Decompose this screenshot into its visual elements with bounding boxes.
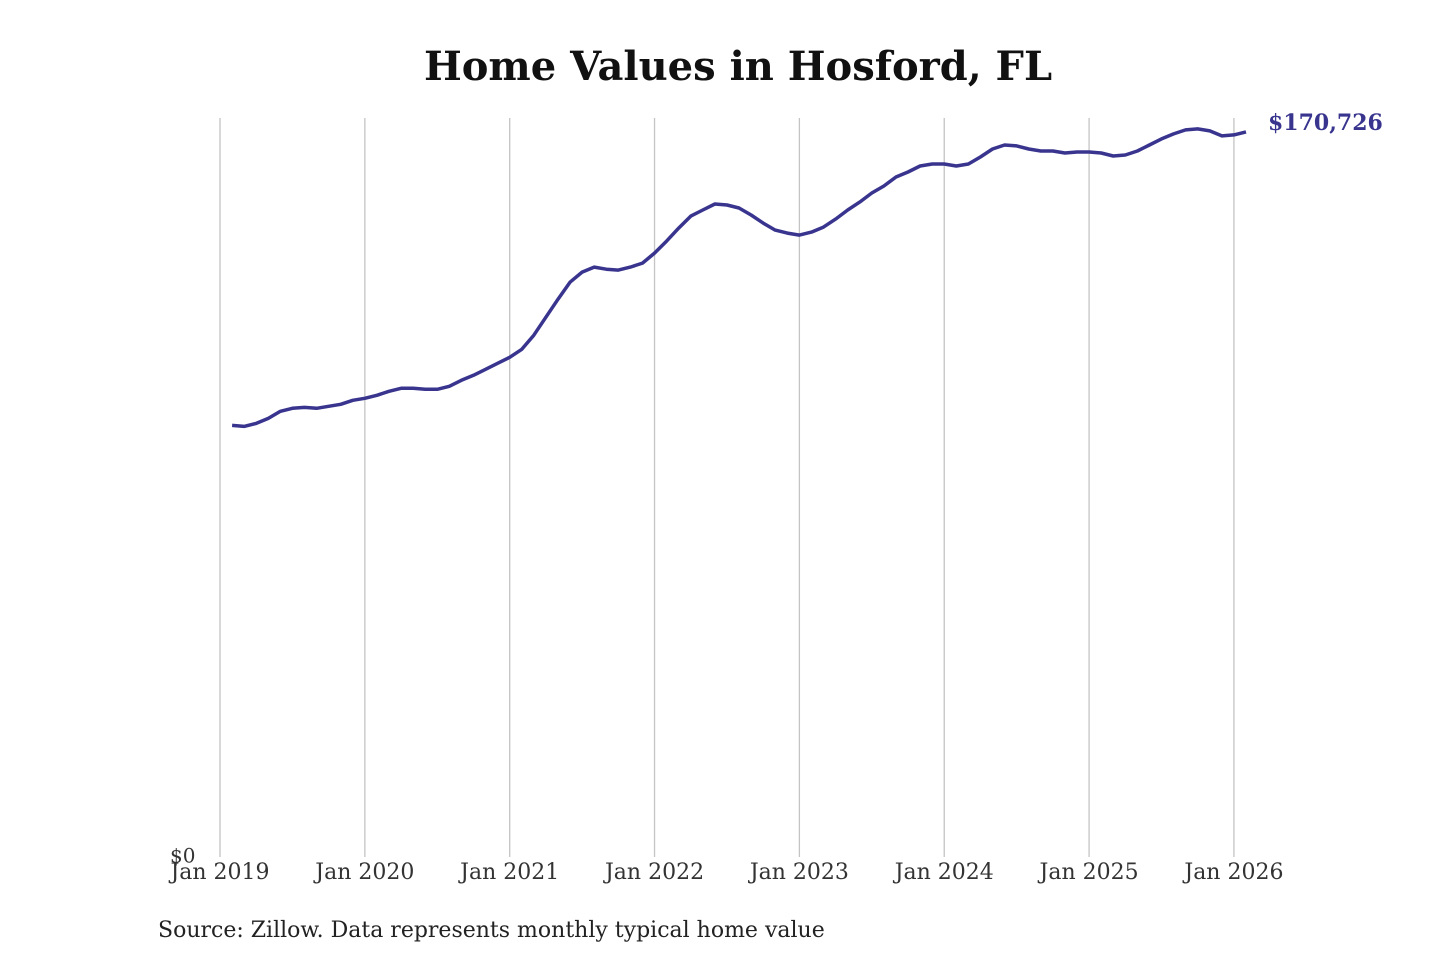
- x-tick-label: Jan 2023: [748, 860, 849, 885]
- x-tick-label: Jan 2020: [313, 860, 414, 885]
- line: [231, 127, 1247, 429]
- x-tick-label: Jan 2019: [168, 860, 269, 885]
- x-tick-label: Jan 2022: [603, 860, 704, 885]
- x-tick-label: Jan 2024: [893, 860, 994, 885]
- y-tick-label: $0: [170, 844, 195, 868]
- source-note: Source: Zillow. Data represents monthly …: [158, 918, 825, 943]
- chart-title: Home Values in Hosford, FL: [424, 43, 1052, 90]
- value-label: $170,726: [1268, 110, 1383, 136]
- x-tick-label: Jan 2026: [1182, 860, 1283, 885]
- x-tick-label: Jan 2025: [1038, 860, 1139, 885]
- x-tick-label: Jan 2021: [458, 860, 559, 885]
